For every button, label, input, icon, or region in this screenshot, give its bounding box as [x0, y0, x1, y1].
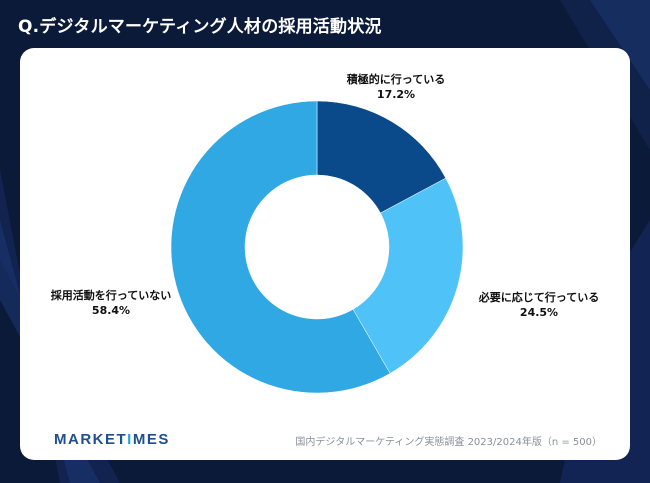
- slice-label-as-needed: 必要に応じて行っている 24.5%: [479, 290, 599, 320]
- slice-label-none-name: 採用活動を行っていない: [50, 289, 172, 302]
- brand-logo-suffix: MES: [132, 431, 170, 448]
- page-title: Q.デジタルマーケティング人材の採用活動状況: [18, 17, 382, 37]
- slice-active: [316, 100, 447, 214]
- brand-logo-prefix: MARKET: [54, 431, 128, 448]
- slice-label-as-needed-value: 24.5%: [519, 306, 559, 319]
- slice-label-as-needed-name: 必要に応じて行っている: [478, 291, 600, 304]
- source-note: 国内デジタルマーケティング実態調査 2023/2024年版（n = 500）: [295, 437, 602, 448]
- slice-none: [170, 100, 391, 394]
- slice-label-none: 採用活動を行っていない 58.4%: [51, 288, 171, 318]
- slice-as-needed: [352, 177, 464, 374]
- slice-label-active: 積極的に行っている 17.2%: [347, 72, 445, 102]
- donut-chart: [170, 100, 464, 394]
- brand-logo-accent: I: [127, 431, 133, 448]
- brand-logo: MARKETIMES: [54, 431, 170, 448]
- slice-label-active-value: 17.2%: [376, 88, 416, 101]
- slice-label-active-name: 積極的に行っている: [346, 73, 446, 86]
- slice-label-none-value: 58.4%: [91, 304, 131, 317]
- chart-card: 積極的に行っている 17.2% 必要に応じて行っている 24.5% 採用活動を行…: [20, 48, 630, 460]
